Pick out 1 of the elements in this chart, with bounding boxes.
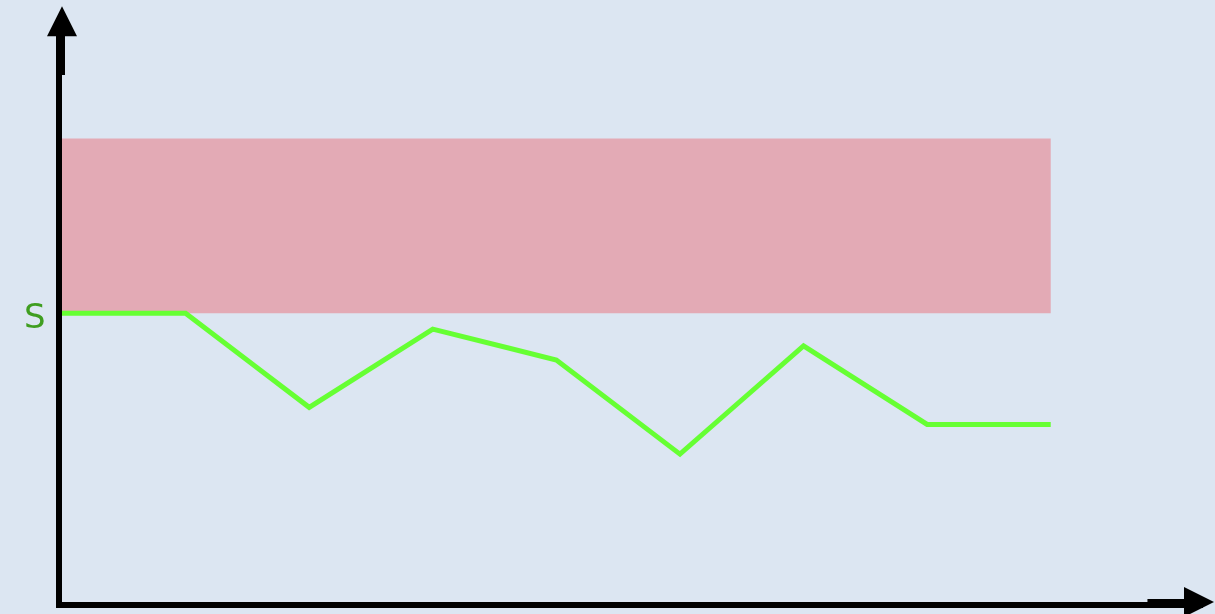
text: S <box>24 296 46 336</box>
